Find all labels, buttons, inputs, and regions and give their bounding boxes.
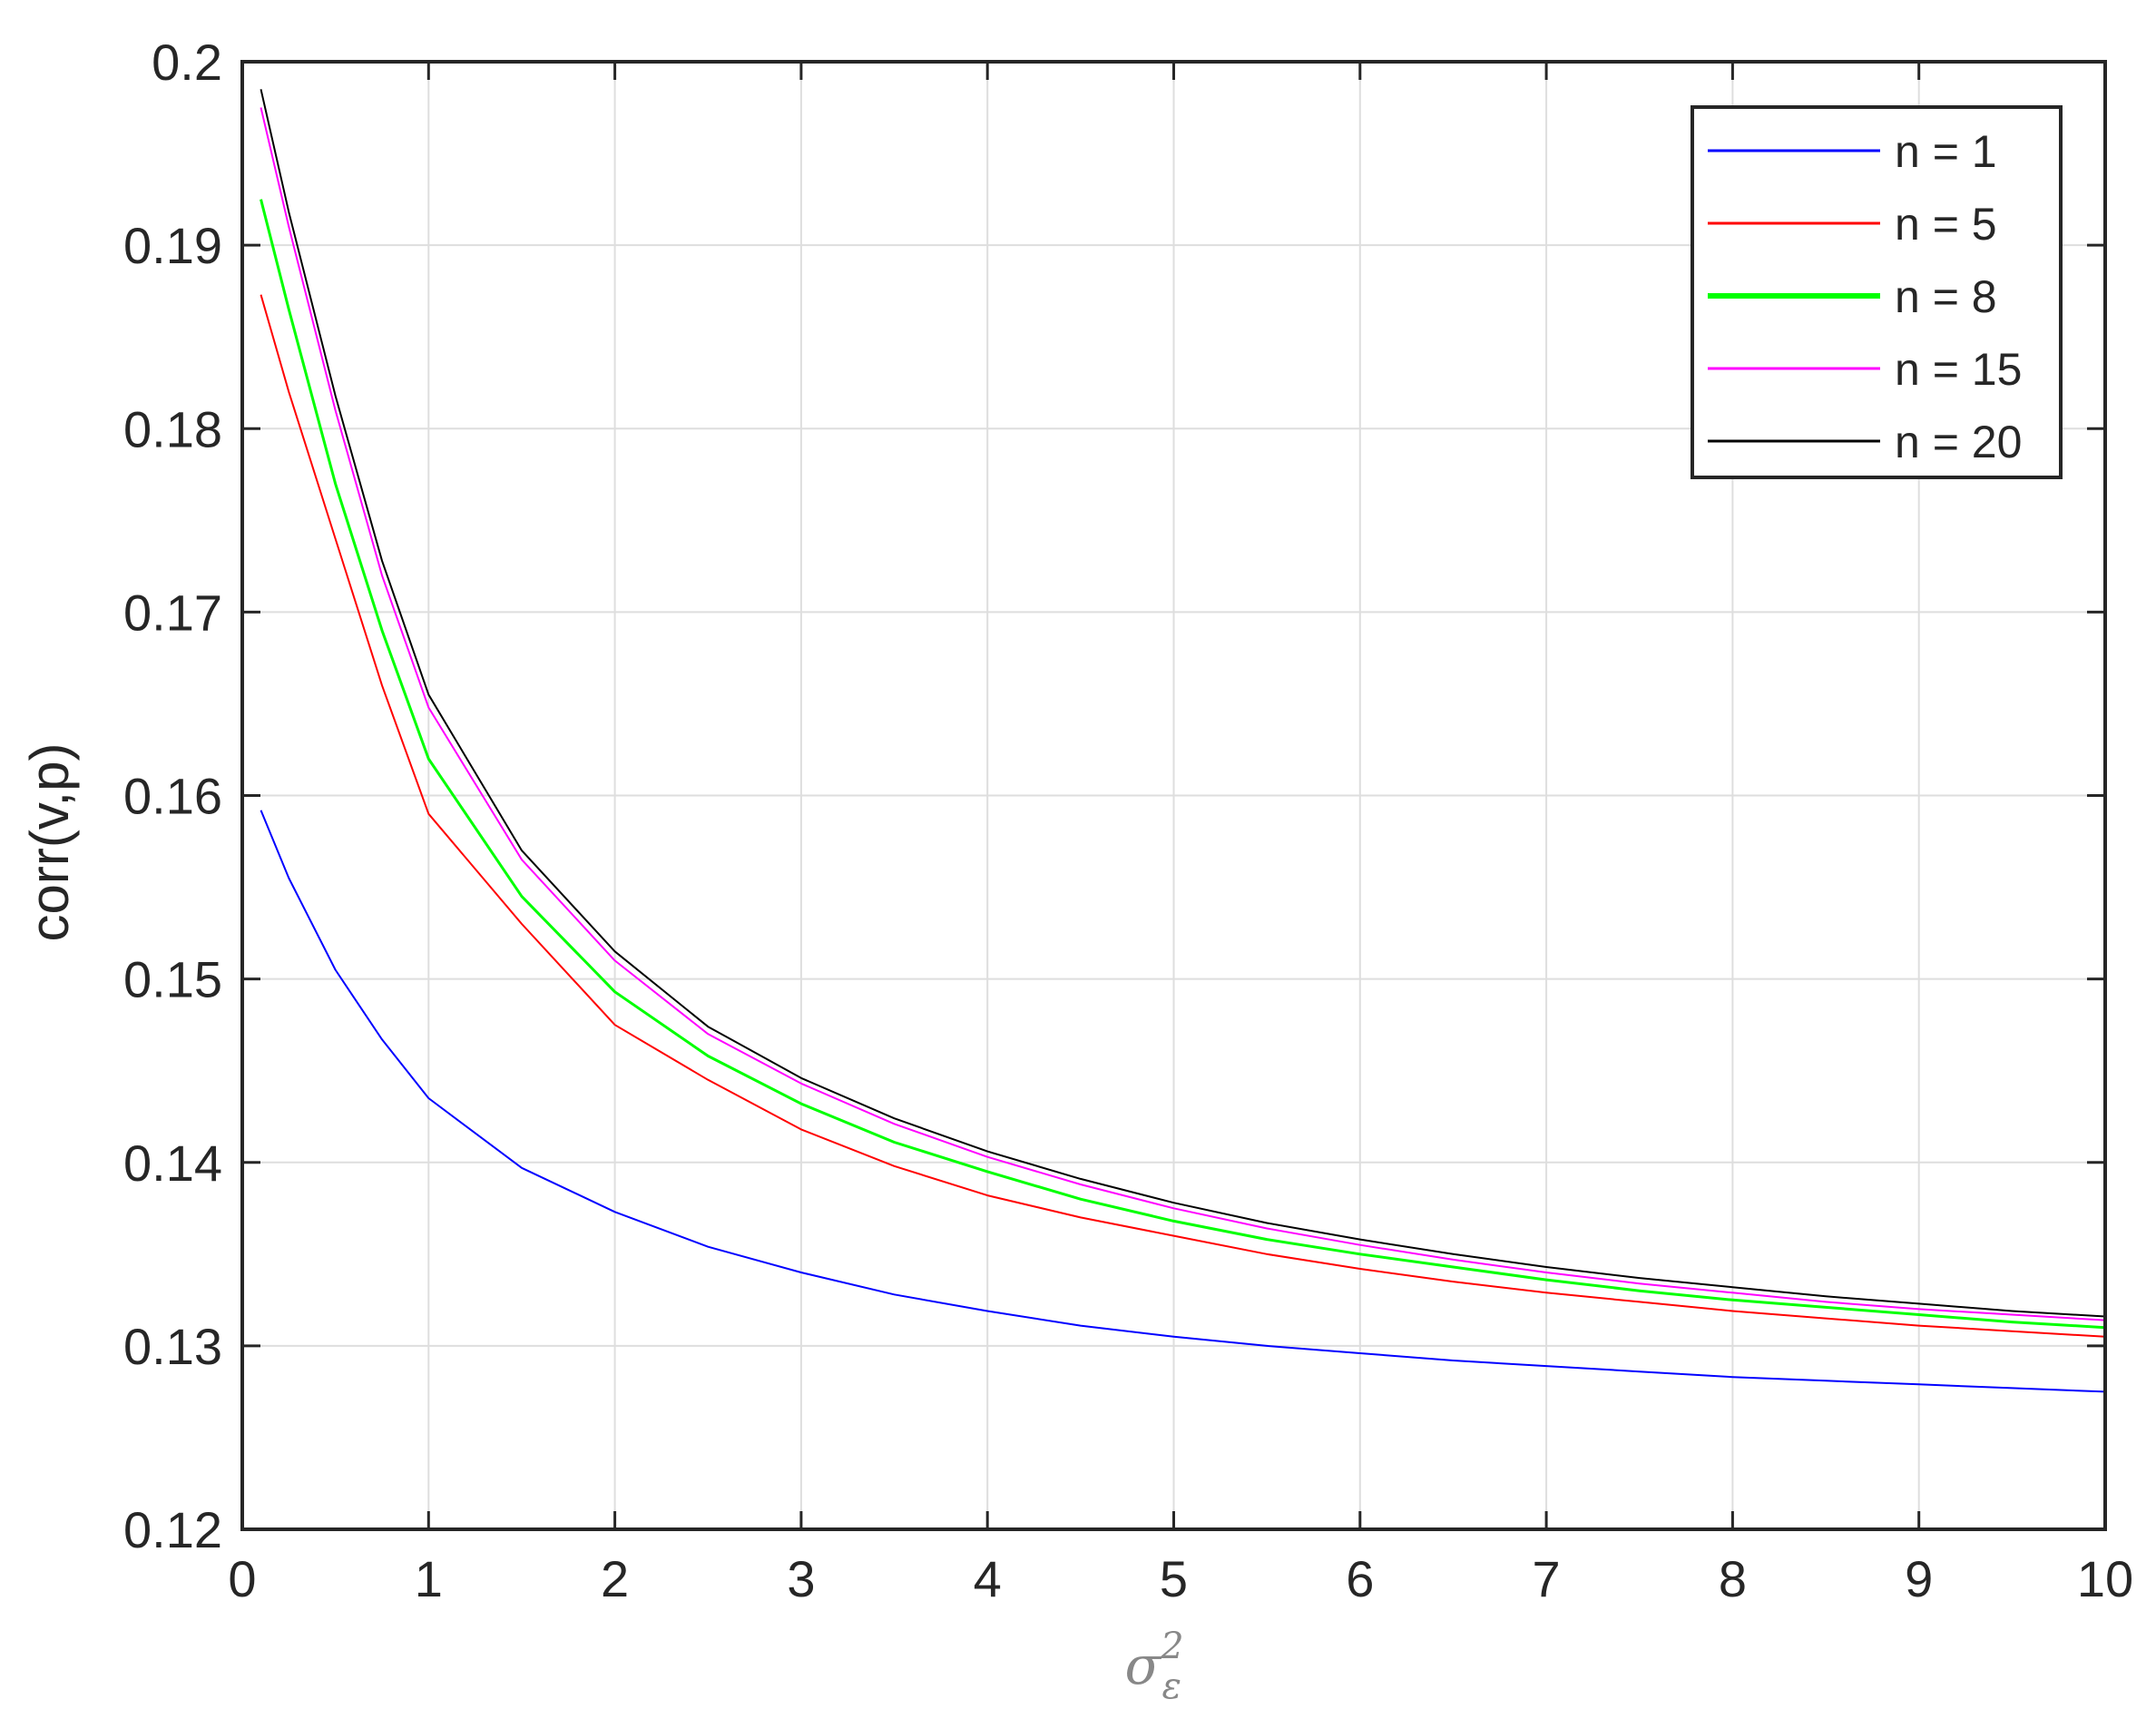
y-axis-label: corr(v,p) <box>19 743 80 942</box>
x-tick-label: 0 <box>228 1550 256 1607</box>
x-tick-label: 10 <box>2077 1550 2133 1607</box>
legend: n = 1 n = 5 n = 8 n = 15 n = 20 <box>1690 105 2063 479</box>
legend-label: n = 8 <box>1895 271 1997 322</box>
x-axis-label-sub: ε <box>1162 1665 1181 1707</box>
series-line-n-15 <box>260 107 2106 1321</box>
x-tick-label: 8 <box>1719 1550 1747 1607</box>
y-tick-label: 0.17 <box>123 584 222 641</box>
series-line-n-20 <box>260 89 2106 1318</box>
x-tick-label: 4 <box>974 1550 1002 1607</box>
legend-label: n = 1 <box>1895 126 1997 177</box>
y-tick-label: 0.16 <box>123 768 222 825</box>
legend-box <box>1690 105 2063 479</box>
series-lines <box>260 89 2106 1393</box>
x-tick-label: 5 <box>1160 1550 1188 1607</box>
y-tick-label: 0.14 <box>123 1135 222 1192</box>
y-tick-label: 0.15 <box>123 951 222 1008</box>
x-tick-label: 6 <box>1346 1550 1374 1607</box>
x-axis-label-base: σ <box>1124 1635 1161 1696</box>
x-axis-label-sup: 2 <box>1160 1626 1183 1667</box>
axes <box>240 60 2107 1531</box>
series-line-n-5 <box>260 294 2106 1338</box>
y-tick-label: 0.12 <box>123 1501 222 1558</box>
x-tick-label: 1 <box>415 1550 443 1607</box>
x-axis-label: σ2 ε <box>1124 1626 1183 1707</box>
y-tick-label: 0.19 <box>123 217 222 274</box>
x-tick-label: 3 <box>787 1550 815 1607</box>
legend-label: n = 5 <box>1895 199 1997 250</box>
tick-labels: 0 1 2 3 4 5 6 7 8 9 10 0.12 0.13 0.14 0.15 0.16 0.17 0.18… <box>123 34 2133 1607</box>
legend-label: n = 20 <box>1895 417 2022 467</box>
x-tick-label: 2 <box>601 1550 629 1607</box>
y-tick-label: 0.18 <box>123 400 222 457</box>
x-tick-label: 9 <box>1905 1550 1933 1607</box>
x-tick-label: 7 <box>1533 1550 1561 1607</box>
series-line-n-8 <box>260 199 2106 1330</box>
series-line-n-1 <box>260 810 2106 1393</box>
legend-label: n = 15 <box>1895 344 2022 395</box>
y-tick-label: 0.2 <box>152 34 222 91</box>
y-tick-label: 0.13 <box>123 1318 222 1375</box>
